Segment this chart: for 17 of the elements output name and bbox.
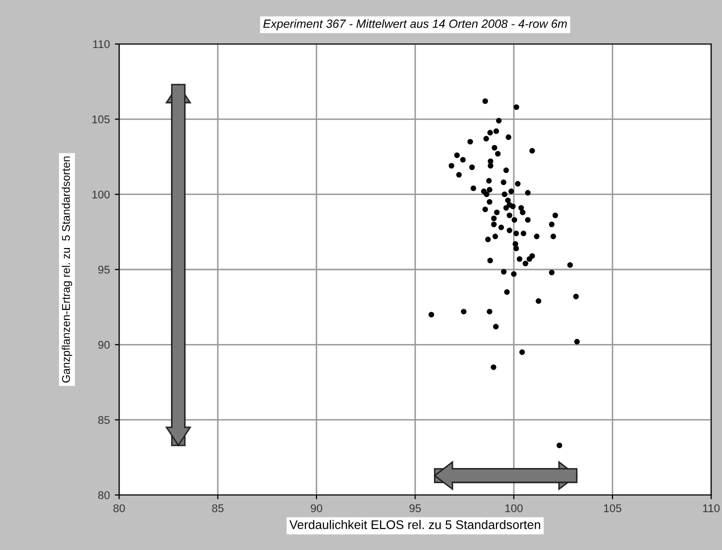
y-tick-label: 90 xyxy=(98,340,110,349)
x-axis-title: Verdaulichkeit ELOS rel. zu 5 Standardsorten xyxy=(289,520,540,530)
x-tick-label: 80 xyxy=(113,504,125,512)
y-axis-title: Ganzpflanzen-Ertrag rel. zu 5 Standardsorten xyxy=(62,156,72,383)
x-tick-label: 90 xyxy=(310,504,322,512)
x-tick-label: 85 xyxy=(212,504,224,512)
y-tick-label: 95 xyxy=(98,266,110,274)
x-tick-label: 110 xyxy=(703,504,720,512)
x-tick-label: 95 xyxy=(409,504,421,512)
x-tick-label: 105 xyxy=(604,504,622,512)
y-tick-label: 105 xyxy=(92,115,110,124)
y-tick-label: 85 xyxy=(98,416,110,424)
y-tick-label: 80 xyxy=(98,491,110,500)
chart-title: Experiment 367 - Mittelwert aus 14 Orten 2008 - 4-row 6m xyxy=(263,19,567,30)
x-tick-label: 100 xyxy=(505,504,523,512)
y-tick-label: 110 xyxy=(93,40,110,48)
y-tick-label: 100 xyxy=(92,190,110,198)
